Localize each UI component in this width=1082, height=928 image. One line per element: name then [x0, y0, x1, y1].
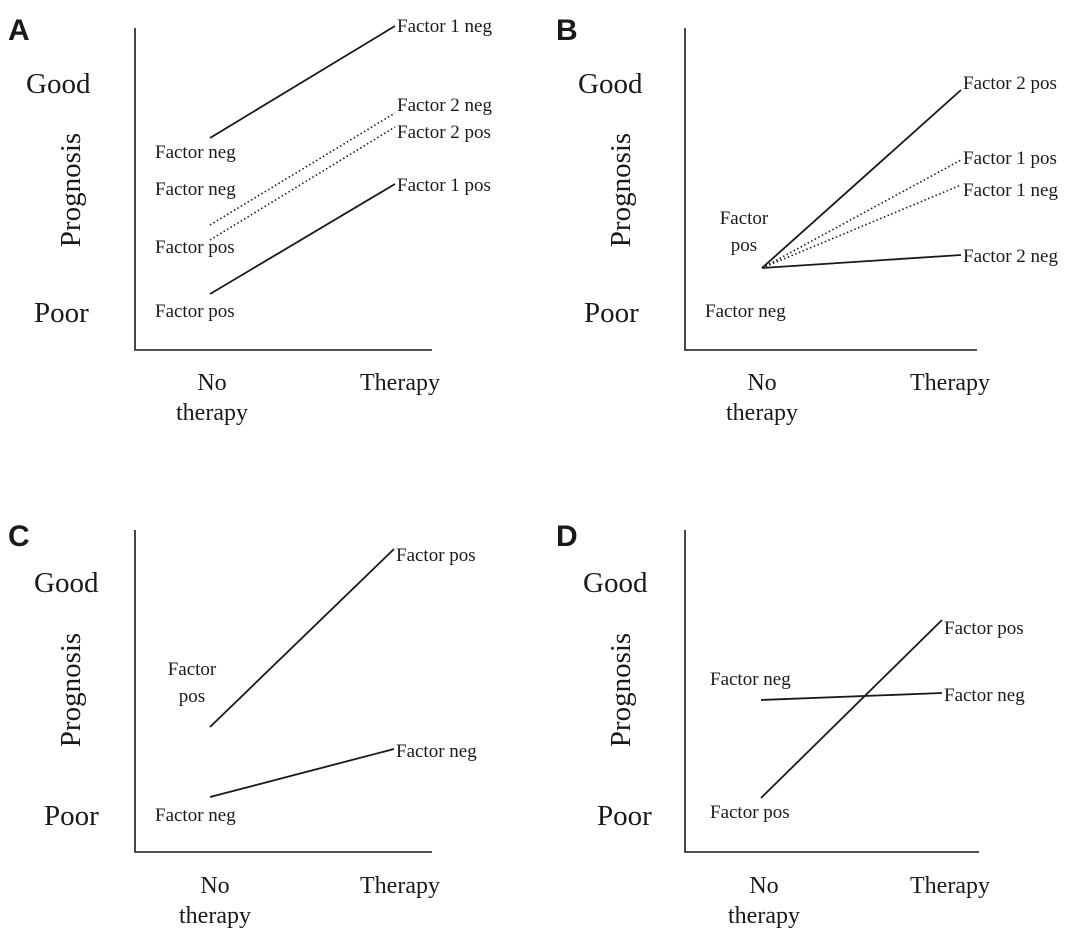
- line-factor-neg: [760, 692, 943, 701]
- start-label: Factor: [720, 208, 769, 229]
- x-label-no: No: [749, 873, 778, 899]
- y-level-poor: Poor: [34, 297, 89, 329]
- x-label-therapy-word: therapy: [726, 400, 798, 426]
- start-label: Factor neg: [155, 142, 236, 163]
- axes: [134, 28, 432, 351]
- y-axis-title: Prognosis: [605, 133, 637, 247]
- start-label: Factor neg: [710, 669, 791, 690]
- end-label: Factor 1 neg: [963, 180, 1058, 201]
- start-label: Factor pos: [155, 301, 235, 322]
- panel-letter-b: B: [556, 14, 578, 47]
- start-label: Factor: [168, 659, 217, 680]
- start-label: Factor neg: [155, 179, 236, 200]
- axes: [684, 28, 977, 351]
- x-label-therapy-word: therapy: [728, 903, 800, 928]
- axes: [684, 530, 979, 853]
- panel-letter-d: D: [556, 520, 578, 553]
- line-factor-1-pos: [761, 159, 962, 269]
- end-label: Factor 2 pos: [963, 73, 1057, 94]
- y-level-good: Good: [578, 68, 643, 100]
- start-label: Factor neg: [705, 301, 786, 322]
- end-label: Factor 1 neg: [397, 16, 492, 37]
- end-label: Factor 2 neg: [397, 95, 492, 116]
- end-label: Factor neg: [944, 685, 1025, 706]
- x-label-no: No: [747, 370, 776, 396]
- panel-b: B Good Poor Prognosis No therapy Therapy…: [556, 14, 1058, 426]
- x-label-therapy: Therapy: [360, 370, 440, 396]
- x-label-therapy-word: therapy: [179, 903, 251, 928]
- end-label: Factor 1 pos: [397, 175, 491, 196]
- end-label: Factor pos: [944, 618, 1024, 639]
- end-label: Factor 1 pos: [963, 148, 1057, 169]
- y-level-poor: Poor: [584, 297, 639, 329]
- x-label-therapy: Therapy: [360, 873, 440, 899]
- end-label: Factor 2 pos: [397, 122, 491, 143]
- line-factor-2-neg: [209, 112, 396, 226]
- y-axis-title: Prognosis: [55, 133, 87, 247]
- start-label: pos: [179, 686, 205, 707]
- y-axis-title: Prognosis: [605, 633, 637, 747]
- panel-a: A Good Poor Prognosis No therapy Therapy…: [8, 14, 492, 426]
- start-label: Factor neg: [155, 805, 236, 826]
- x-label-therapy: Therapy: [910, 873, 990, 899]
- line-factor-1-neg: [209, 25, 396, 139]
- x-label-no: No: [200, 873, 229, 899]
- y-level-good: Good: [26, 68, 91, 100]
- line-factor-1-neg: [761, 184, 962, 269]
- end-label: Factor pos: [396, 545, 476, 566]
- panel-d: D Good Poor Prognosis No therapy Therapy…: [556, 520, 1025, 928]
- x-label-no: No: [197, 370, 226, 396]
- x-label-therapy: Therapy: [910, 370, 990, 396]
- panel-c: C Good Poor Prognosis No therapy Therapy…: [8, 520, 477, 928]
- x-label-therapy-word: therapy: [176, 400, 248, 426]
- end-label: Factor neg: [396, 741, 477, 762]
- line-factor-pos: [760, 619, 943, 799]
- start-label: Factor pos: [710, 802, 790, 823]
- line-factor-2-neg: [761, 254, 962, 269]
- start-label: Factor pos: [155, 237, 235, 258]
- panel-letter-a: A: [8, 14, 30, 47]
- y-level-good: Good: [583, 567, 648, 599]
- end-label: Factor 2 neg: [963, 246, 1058, 267]
- line-factor-2-pos: [209, 126, 396, 241]
- line-factor-1-pos: [209, 183, 396, 295]
- y-level-good: Good: [34, 567, 99, 599]
- line-factor-neg: [209, 748, 395, 798]
- panel-letter-c: C: [8, 520, 30, 553]
- y-level-poor: Poor: [44, 800, 99, 832]
- y-level-poor: Poor: [597, 800, 652, 832]
- line-factor-pos: [209, 548, 395, 728]
- y-axis-title: Prognosis: [55, 633, 87, 747]
- start-label: pos: [731, 235, 757, 256]
- line-factor-2-pos: [761, 89, 962, 269]
- axes: [134, 530, 432, 853]
